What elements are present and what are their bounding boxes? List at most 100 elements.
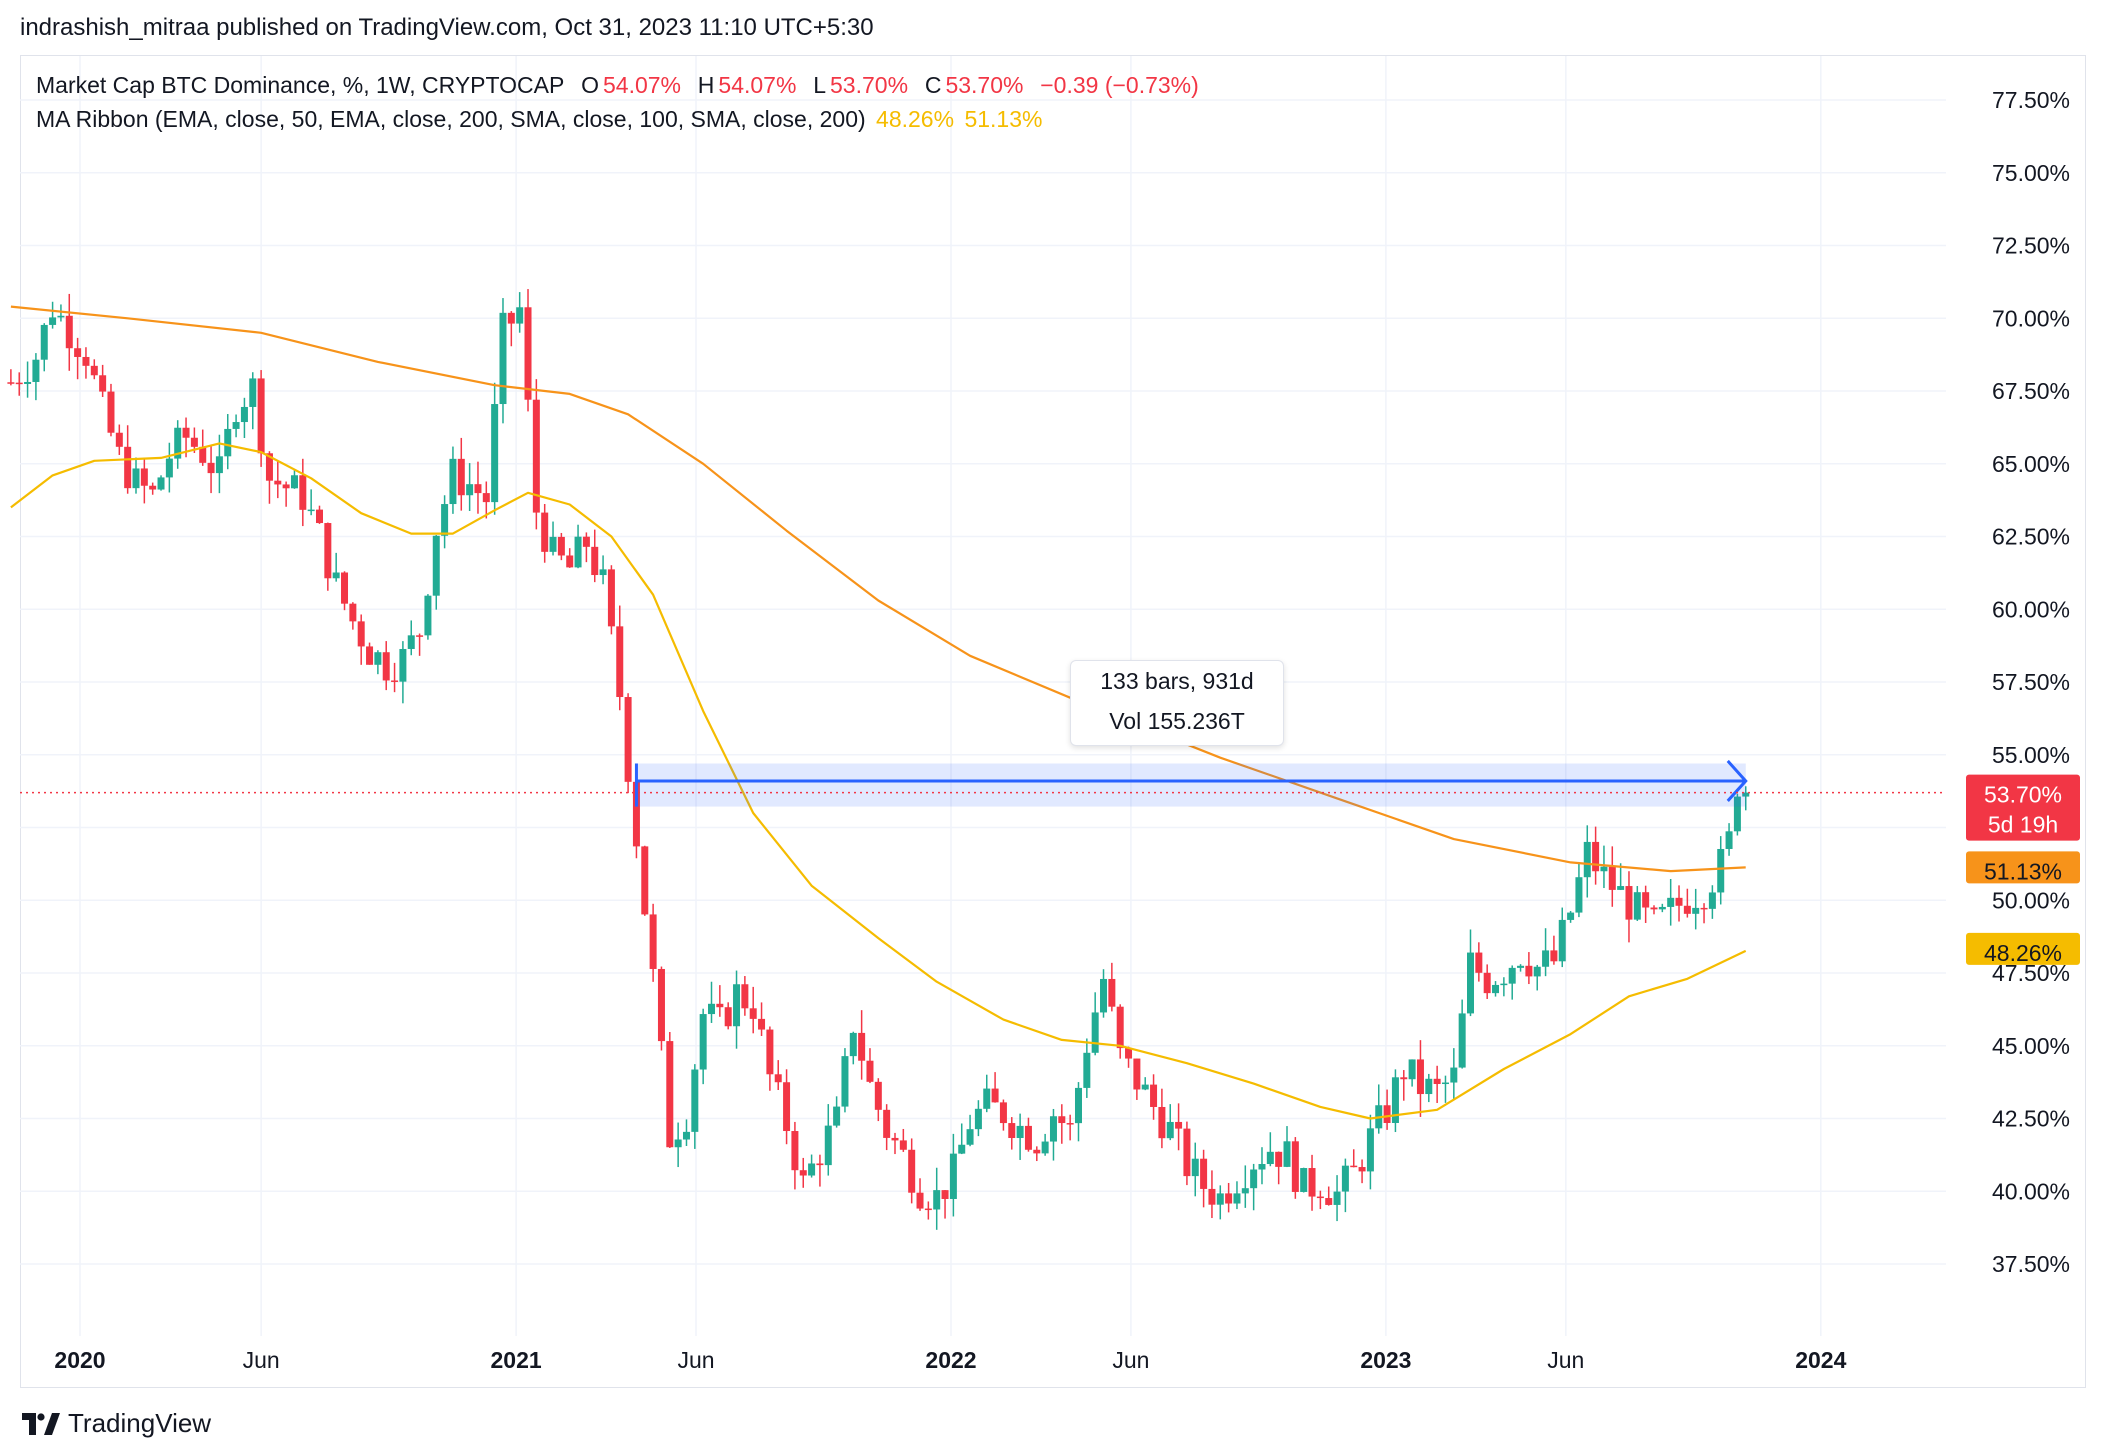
candle-body xyxy=(1308,1168,1316,1197)
candle-body xyxy=(591,546,599,576)
candle-body xyxy=(724,1007,732,1027)
candle-body xyxy=(1717,848,1725,893)
candle-body xyxy=(157,477,165,490)
x-tick-label: 2020 xyxy=(54,1347,105,1373)
candle-body xyxy=(824,1125,832,1166)
candle-body xyxy=(40,324,48,360)
candle-body xyxy=(507,312,515,324)
y-tick-label: 42.50% xyxy=(1992,1106,2070,1132)
candle-body xyxy=(883,1109,891,1138)
x-tick-label: Jun xyxy=(1547,1347,1584,1373)
candle-body xyxy=(933,1190,941,1210)
candle-body xyxy=(65,315,73,349)
y-tick-label: 60.00% xyxy=(1992,596,2070,622)
candle-body xyxy=(1441,1082,1449,1085)
candle-body xyxy=(1150,1084,1158,1107)
candle-body xyxy=(708,1003,716,1015)
candle-body xyxy=(1542,950,1550,967)
candle-body xyxy=(1692,907,1700,914)
badge-text: 48.26% xyxy=(1984,940,2062,966)
y-tick-label: 50.00% xyxy=(1992,887,2070,913)
measure-range-box xyxy=(636,763,1746,807)
candle-body xyxy=(1575,877,1583,913)
candle-body xyxy=(1208,1188,1216,1205)
candle-body xyxy=(290,475,298,489)
candle-body xyxy=(407,635,415,649)
candle-body xyxy=(115,432,123,447)
candle-body xyxy=(124,446,132,489)
candle-body xyxy=(607,569,615,627)
candle-body xyxy=(691,1069,699,1132)
candle-body xyxy=(257,378,265,454)
candle-body xyxy=(532,399,540,513)
candle-body xyxy=(1116,1006,1124,1049)
candle-body xyxy=(1066,1123,1074,1125)
candle-body xyxy=(1550,950,1558,962)
legend-ma-line[interactable]: MA Ribbon (EMA, close, 50, EMA, close, 2… xyxy=(36,106,1046,133)
candle-body xyxy=(841,1056,849,1107)
measure-arrow-head xyxy=(1726,759,1748,802)
candle-body xyxy=(1191,1158,1199,1177)
candle-body xyxy=(774,1074,782,1083)
candle-body xyxy=(1041,1141,1049,1154)
candle-body xyxy=(482,493,490,503)
measure-tool-layer[interactable] xyxy=(634,759,1748,807)
candle-body xyxy=(1183,1128,1191,1177)
legend-symbol-line[interactable]: Market Cap BTC Dominance, %, 1W, CRYPTOC… xyxy=(36,72,1203,99)
candle-body xyxy=(1592,841,1600,872)
candle-body xyxy=(1175,1121,1183,1129)
candle-body xyxy=(265,453,273,481)
candle-body xyxy=(282,484,290,489)
candle-body xyxy=(1250,1169,1258,1189)
candle-body xyxy=(524,307,532,400)
candle-body xyxy=(1241,1188,1249,1194)
measure-volume-text: Vol 155.236T xyxy=(1109,708,1245,734)
badge-text: 5d 19h xyxy=(1988,812,2058,838)
x-tick-label: 2022 xyxy=(925,1347,976,1373)
candle-body xyxy=(82,356,90,366)
candle-body xyxy=(1341,1165,1349,1192)
badge-text: 53.70% xyxy=(1984,782,2062,808)
legend-low: 53.70% xyxy=(830,72,909,98)
candle-body xyxy=(74,348,82,357)
candle-body xyxy=(1391,1077,1399,1123)
candle-body xyxy=(1325,1198,1333,1205)
candle-body xyxy=(1400,1077,1408,1080)
candle-body xyxy=(1667,897,1675,907)
tradingview-logo[interactable]: TradingView xyxy=(22,1408,211,1439)
candle-body xyxy=(966,1129,974,1145)
candle-body xyxy=(1642,892,1650,908)
candle-body xyxy=(1383,1105,1391,1123)
candle-body xyxy=(1300,1168,1308,1192)
legend-open: 54.07% xyxy=(603,72,682,98)
candle-body xyxy=(1225,1193,1233,1204)
candle-body xyxy=(1408,1059,1416,1080)
candle-body xyxy=(766,1029,774,1075)
candle-body xyxy=(1049,1116,1057,1142)
candle-body xyxy=(1683,905,1691,914)
candle-body xyxy=(716,1003,724,1008)
x-tick-label: 2021 xyxy=(491,1347,542,1373)
candle-body xyxy=(1617,886,1625,890)
candle-body xyxy=(1316,1196,1324,1199)
candle-body xyxy=(991,1088,999,1103)
candle-body xyxy=(974,1108,982,1130)
candle-body xyxy=(983,1088,991,1109)
candle-body xyxy=(274,480,282,485)
y-tick-label: 57.50% xyxy=(1992,669,2070,695)
candle-body xyxy=(1525,965,1533,977)
candle-body xyxy=(849,1032,857,1057)
candle-body xyxy=(1166,1121,1174,1139)
candle-body xyxy=(1700,907,1708,910)
candle-body xyxy=(215,456,223,474)
candle-body xyxy=(699,1014,707,1070)
candle-body xyxy=(1650,907,1658,910)
candle-body xyxy=(916,1192,924,1209)
last-price-badge: 53.70% 5d 19h xyxy=(1966,774,2080,841)
candle-body xyxy=(1475,952,1483,973)
candle-body xyxy=(240,406,248,423)
candle-body xyxy=(90,365,98,376)
candle-body xyxy=(657,968,665,1042)
candle-body xyxy=(799,1170,807,1176)
